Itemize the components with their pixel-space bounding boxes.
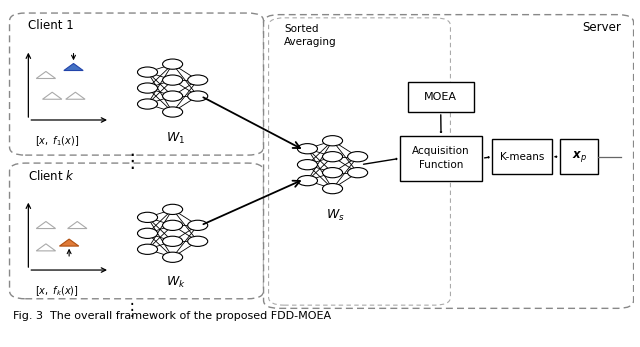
Circle shape (188, 220, 208, 230)
Circle shape (163, 75, 182, 85)
Polygon shape (64, 64, 83, 70)
Circle shape (323, 184, 342, 194)
FancyBboxPatch shape (10, 13, 264, 155)
Bar (560, 139, 598, 174)
Circle shape (138, 228, 157, 238)
FancyBboxPatch shape (10, 163, 264, 299)
Polygon shape (60, 239, 79, 246)
Text: $[x,\ f_k(x)]$: $[x,\ f_k(x)]$ (35, 285, 79, 298)
Text: ⋮: ⋮ (122, 152, 141, 171)
Circle shape (138, 67, 157, 77)
FancyBboxPatch shape (264, 15, 634, 308)
Polygon shape (42, 92, 62, 99)
Text: Fig. 3  The overall framework of the proposed FDD-MOEA: Fig. 3 The overall framework of the prop… (13, 311, 331, 321)
Circle shape (298, 176, 317, 186)
Polygon shape (36, 244, 56, 251)
Polygon shape (68, 221, 87, 229)
Text: ⋮: ⋮ (124, 301, 140, 319)
Text: $[x,\ f_1(x)]$: $[x,\ f_1(x)]$ (35, 134, 79, 148)
Circle shape (323, 152, 342, 162)
Circle shape (348, 152, 367, 162)
Text: Acquisition
Function: Acquisition Function (412, 146, 470, 170)
Text: $W_1$: $W_1$ (166, 131, 186, 146)
Text: $W_s$: $W_s$ (326, 208, 345, 223)
Text: Client 1: Client 1 (28, 19, 74, 32)
Polygon shape (36, 71, 56, 78)
Text: MOEA: MOEA (424, 92, 457, 102)
Circle shape (298, 144, 317, 154)
FancyBboxPatch shape (269, 18, 451, 305)
Text: K-means: K-means (500, 152, 545, 162)
Circle shape (348, 168, 367, 178)
Polygon shape (36, 221, 56, 229)
Text: Sorted
Averaging: Sorted Averaging (284, 24, 337, 48)
Bar (400, 136, 482, 181)
Circle shape (138, 244, 157, 254)
Text: $\boldsymbol{x}_p$: $\boldsymbol{x}_p$ (572, 149, 586, 164)
Circle shape (163, 91, 182, 101)
Circle shape (163, 252, 182, 262)
Circle shape (138, 99, 157, 109)
Circle shape (138, 83, 157, 93)
Circle shape (163, 236, 182, 246)
Circle shape (323, 168, 342, 178)
Circle shape (188, 75, 208, 85)
Circle shape (163, 204, 182, 214)
Circle shape (298, 160, 317, 170)
Text: Client $k$: Client $k$ (28, 169, 76, 184)
Circle shape (323, 136, 342, 146)
Text: Server: Server (582, 21, 621, 34)
Bar (408, 82, 474, 112)
Bar (493, 139, 552, 174)
Circle shape (138, 212, 157, 222)
Circle shape (163, 59, 182, 69)
Circle shape (188, 91, 208, 101)
Circle shape (188, 236, 208, 246)
Text: $W_k$: $W_k$ (166, 275, 186, 290)
Polygon shape (66, 92, 85, 99)
Circle shape (163, 220, 182, 230)
Circle shape (163, 107, 182, 117)
